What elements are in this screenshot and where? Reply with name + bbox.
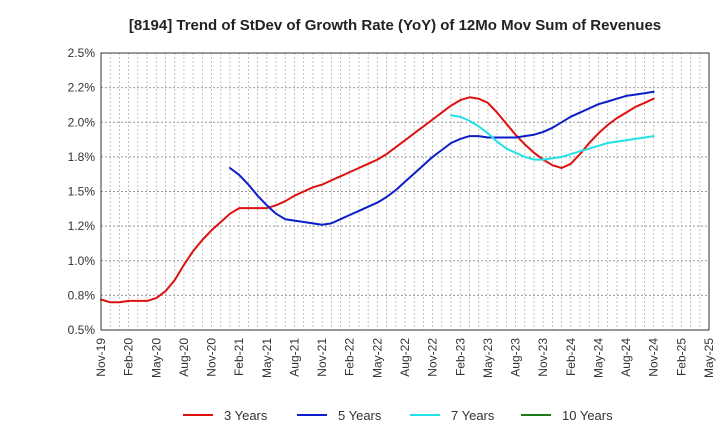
x-tick-label: Feb-23	[453, 338, 467, 376]
x-tick-label: Feb-22	[343, 338, 357, 376]
x-tick-label: May-22	[370, 338, 384, 378]
x-tick-label: May-20	[149, 338, 163, 378]
x-tick-label: Feb-20	[122, 338, 136, 376]
chart-title: [8194] Trend of StDev of Growth Rate (Yo…	[129, 17, 661, 34]
y-tick-label: 1.5%	[68, 185, 96, 199]
legend-label: 5 Years	[338, 408, 382, 423]
plot-frame	[100, 52, 710, 331]
x-tick-label: May-21	[260, 338, 274, 378]
y-tick-label: 1.8%	[68, 150, 96, 164]
x-tick-label: Nov-20	[205, 338, 219, 377]
y-tick-label: 2.2%	[68, 81, 96, 95]
x-tick-label: Aug-21	[287, 338, 301, 377]
x-tick-label: Aug-24	[619, 338, 633, 377]
y-tick-label: 0.5%	[68, 323, 96, 337]
x-tick-label: Nov-19	[94, 338, 108, 377]
legend-label: 3 Years	[224, 408, 268, 423]
legend-label: 10 Years	[562, 408, 613, 423]
y-tick-label: 2.0%	[68, 115, 96, 129]
x-tick-label: Nov-23	[536, 338, 550, 377]
x-tick-label: Feb-24	[564, 338, 578, 376]
x-tick-label: Feb-25	[674, 338, 688, 376]
x-tick-label: Nov-22	[426, 338, 440, 377]
x-tick-label: Feb-21	[232, 338, 246, 376]
x-axis: Nov-19 Feb-20 May-20 Aug-20 Nov-20 Feb-21 May-…	[94, 338, 716, 378]
series-line-5-years	[229, 90, 655, 226]
series-line-3-years	[100, 96, 655, 304]
y-tick-label: 1.0%	[68, 254, 96, 268]
y-tick-label: 2.5%	[68, 46, 96, 60]
grid	[101, 53, 709, 330]
y-tick-label: 0.8%	[68, 288, 96, 302]
x-tick-label: Aug-22	[398, 338, 412, 377]
x-tick-label: Aug-23	[509, 338, 523, 377]
x-tick-label: Aug-20	[177, 338, 191, 377]
y-axis: 0.5% 0.8% 1.0% 1.2% 1.5% 1.8% 2.0% 2.2% 2.5%	[68, 46, 96, 337]
legend-label: 7 Years	[451, 408, 495, 423]
legend: 3 Years 5 Years 7 Years 10 Years	[183, 408, 613, 423]
y-tick-label: 1.2%	[68, 219, 96, 233]
x-tick-label: May-24	[591, 338, 605, 378]
x-tick-label: May-25	[702, 338, 716, 378]
x-tick-label: May-23	[481, 338, 495, 378]
x-tick-label: Nov-21	[315, 338, 329, 377]
series-lines	[100, 90, 655, 304]
x-tick-label: Nov-24	[647, 338, 661, 377]
series-line-7-years	[450, 114, 655, 161]
